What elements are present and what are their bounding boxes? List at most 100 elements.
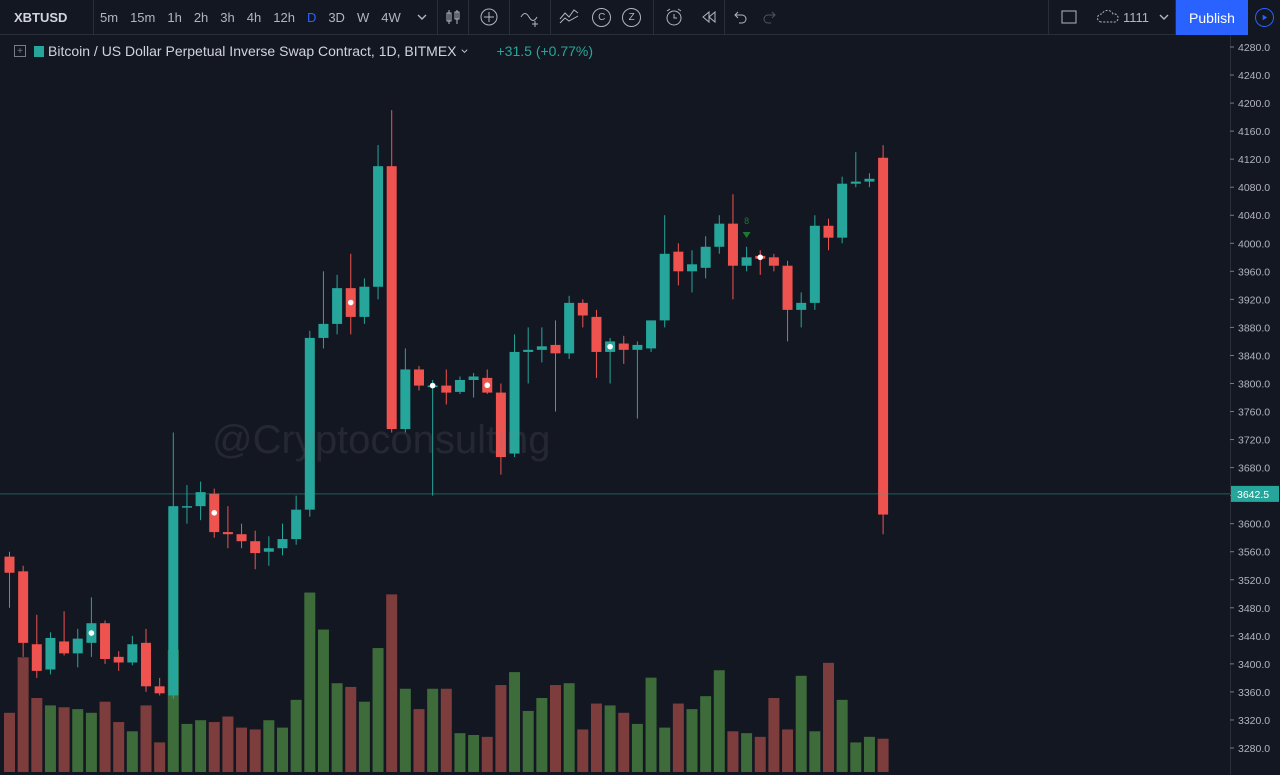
candle-body[interactable]	[373, 166, 384, 287]
candle-body[interactable]	[618, 343, 629, 350]
candle-body[interactable]	[304, 337, 315, 510]
candle-body[interactable]	[454, 379, 465, 392]
candle-body[interactable]	[113, 656, 124, 663]
volume-bar	[358, 701, 370, 772]
candle-body[interactable]	[31, 644, 42, 671]
candle-body[interactable]	[495, 392, 506, 458]
candle-body[interactable]	[250, 541, 261, 554]
interval-5m-button[interactable]: 5m	[100, 9, 119, 25]
interval-4h-button[interactable]: 4h	[246, 9, 262, 25]
candle-body[interactable]	[850, 181, 861, 184]
candle-body[interactable]	[837, 183, 848, 238]
layout-dropdown-button[interactable]	[1153, 0, 1175, 35]
candle-body[interactable]	[577, 302, 588, 316]
right-panel-toggle-button[interactable]	[1248, 0, 1280, 35]
fullscreen-layout-button[interactable]	[1049, 0, 1089, 35]
candle-body[interactable]	[591, 316, 602, 352]
candle-body[interactable]	[45, 637, 56, 670]
c-button[interactable]: C	[587, 0, 617, 35]
candle-body[interactable]	[673, 251, 684, 272]
candle-body[interactable]	[414, 369, 424, 386]
candle-body[interactable]	[195, 492, 206, 507]
candle-body[interactable]	[181, 506, 192, 508]
interval-1h-button[interactable]: 1h	[167, 9, 182, 25]
z-button[interactable]: Z	[617, 0, 647, 35]
candle-body[interactable]	[318, 323, 329, 338]
expand-legend-icon[interactable]: +	[14, 45, 26, 57]
candle-body[interactable]	[809, 225, 820, 303]
replay-button[interactable]	[694, 0, 724, 35]
interval-15m-button[interactable]: 15m	[130, 9, 156, 25]
candle-body[interactable]	[536, 346, 547, 350]
publish-button[interactable]: Publish	[1176, 0, 1248, 35]
candle-body[interactable]	[768, 257, 779, 266]
interval-12h-button[interactable]: 12h	[273, 9, 295, 25]
candle-body[interactable]	[646, 320, 657, 349]
candle-body[interactable]	[100, 623, 111, 659]
candle-body[interactable]	[222, 532, 233, 535]
candle-body[interactable]	[154, 686, 165, 694]
candle-body[interactable]	[659, 253, 670, 321]
candle-body[interactable]	[72, 638, 83, 654]
candle-body[interactable]	[386, 166, 397, 430]
candle-body[interactable]	[823, 225, 834, 238]
volume-bar	[345, 686, 357, 772]
chevron-down-icon[interactable]	[460, 47, 469, 56]
interval-d-button[interactable]: D	[306, 9, 317, 25]
candle-body[interactable]	[782, 265, 793, 310]
candle-body[interactable]	[18, 571, 29, 643]
candle-body[interactable]	[441, 385, 452, 393]
candle-body[interactable]	[687, 264, 697, 272]
redo-button[interactable]	[755, 0, 785, 35]
candle-body[interactable]	[141, 642, 151, 687]
interval-dropdown-button[interactable]	[407, 0, 437, 35]
volume-bar	[645, 677, 657, 772]
interval-2h-button[interactable]: 2h	[193, 9, 209, 25]
candle-body[interactable]	[332, 288, 343, 324]
candle-body[interactable]	[509, 351, 520, 454]
candle-body[interactable]	[878, 157, 889, 515]
compare-button[interactable]	[469, 0, 509, 35]
candle-body[interactable]	[59, 641, 70, 654]
candle-body[interactable]	[727, 223, 738, 266]
candle-body[interactable]	[400, 369, 411, 430]
symbol-search-button[interactable]: XBTUSD	[14, 9, 68, 25]
candle-body[interactable]	[864, 178, 875, 182]
candle-body[interactable]	[359, 286, 370, 317]
alert-button[interactable]	[654, 0, 694, 35]
candle-body[interactable]	[277, 539, 288, 549]
candle-body[interactable]	[714, 223, 725, 247]
price-chart[interactable]: 8 4280.0 4240.0 4200.0 4160.0 4120.0 4080.0 404…	[0, 35, 1280, 775]
signal-arrow-icon	[742, 232, 751, 238]
chart-type-button[interactable]	[438, 0, 468, 35]
legend-title[interactable]: Bitcoin / US Dollar Perpetual Inverse Sw…	[48, 43, 457, 59]
interval-4w-button[interactable]: 4W	[381, 9, 401, 25]
candle-body[interactable]	[291, 509, 302, 540]
candle-body[interactable]	[468, 376, 479, 380]
candle-body[interactable]	[263, 548, 274, 552]
candle-body[interactable]	[550, 344, 561, 354]
price-tick-label: 3960.0	[1238, 266, 1270, 278]
flag-icon[interactable]	[34, 45, 44, 57]
signal-dot	[347, 299, 354, 306]
undo-button[interactable]	[725, 0, 755, 35]
candle-body[interactable]	[168, 506, 179, 696]
candle-body[interactable]	[796, 302, 807, 310]
volume-bar	[590, 703, 602, 772]
candle-body[interactable]	[4, 556, 15, 573]
indicators-button[interactable]	[510, 0, 550, 35]
candle-body[interactable]	[523, 349, 534, 352]
financials-button[interactable]	[551, 0, 587, 35]
candle-body[interactable]	[741, 257, 752, 266]
candle-body[interactable]	[127, 644, 138, 663]
volume-bar	[713, 670, 725, 772]
layout-cloud-button[interactable]: 1111	[1089, 0, 1153, 35]
candle-body[interactable]	[700, 246, 711, 268]
candle-body[interactable]	[236, 534, 247, 542]
candle-body[interactable]	[564, 302, 575, 354]
candle-body[interactable]	[632, 344, 643, 350]
interval-3d-button[interactable]: 3D	[328, 9, 345, 25]
volume-bar	[331, 683, 343, 772]
interval-3h-button[interactable]: 3h	[220, 9, 235, 25]
interval-w-button[interactable]: W	[356, 9, 370, 25]
